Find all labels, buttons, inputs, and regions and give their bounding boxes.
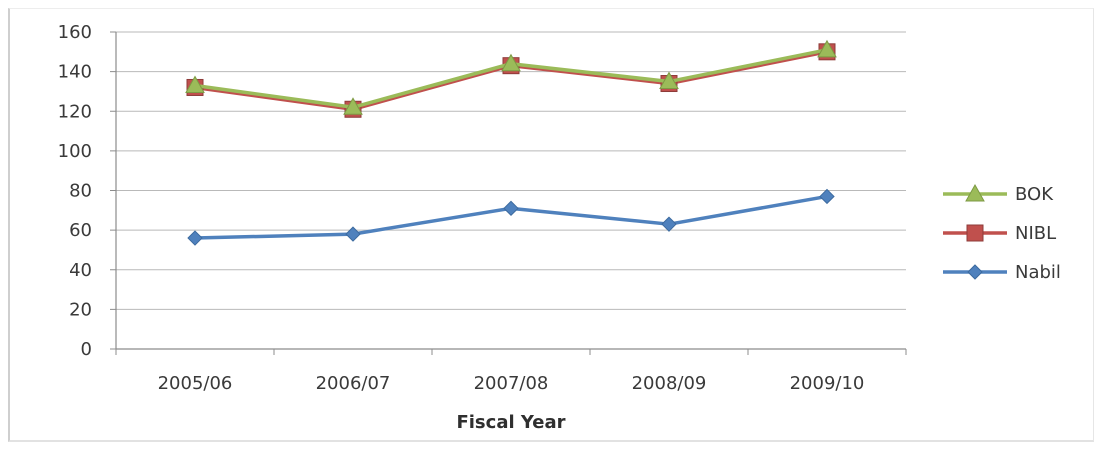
x-tick-label: 2008/09 — [632, 373, 707, 394]
data-point-bok — [659, 71, 679, 90]
legend-marker-nibl — [966, 224, 984, 242]
legend-marker-nabil — [967, 264, 983, 280]
y-tick-label: 160 — [58, 22, 92, 43]
y-tick-label: 40 — [69, 260, 92, 281]
y-tick-label: 60 — [69, 220, 92, 241]
y-tick-label: 80 — [69, 181, 92, 202]
x-tick-label: 2009/10 — [790, 373, 865, 394]
x-axis-title: Fiscal Year — [456, 412, 565, 433]
y-tick-label: 20 — [69, 299, 92, 320]
data-point-bok — [817, 39, 837, 58]
data-point-bok — [343, 97, 363, 115]
x-tick-label: 2007/08 — [474, 373, 549, 394]
legend-marker-bok — [965, 183, 985, 202]
data-point-bok — [185, 75, 205, 93]
data-point-nabil — [345, 226, 361, 242]
data-point-nabil — [503, 200, 519, 217]
y-tick-label: 140 — [58, 62, 92, 83]
legend-label-nabil: Nabil — [1015, 262, 1061, 283]
y-tick-label: 0 — [81, 339, 92, 360]
data-point-nabil — [187, 230, 203, 246]
x-tick-label: 2005/06 — [158, 373, 233, 394]
x-tick-label: 2006/07 — [316, 373, 391, 394]
data-point-nabil — [661, 216, 677, 232]
data-point-nabil — [819, 188, 835, 205]
y-tick-label: 120 — [58, 101, 92, 122]
y-tick-label: 100 — [58, 141, 92, 162]
legend-label-nibl: NIBL — [1015, 223, 1056, 244]
data-point-bok — [501, 53, 521, 72]
legend-label-bok: BOK — [1015, 184, 1054, 205]
